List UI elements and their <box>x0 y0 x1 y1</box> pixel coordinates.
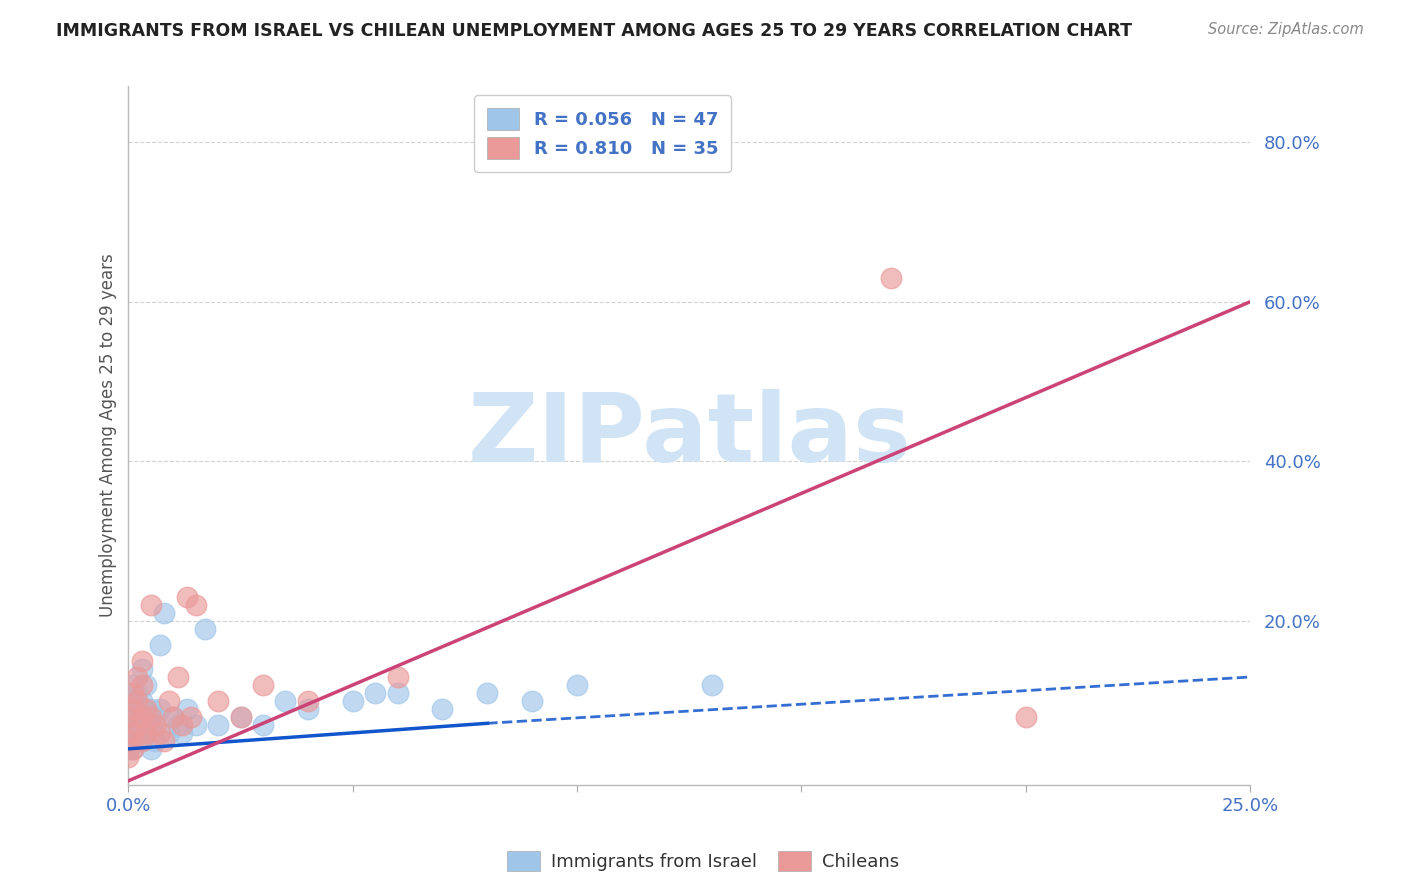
Point <box>131 710 153 724</box>
Text: Source: ZipAtlas.com: Source: ZipAtlas.com <box>1208 22 1364 37</box>
Point <box>700 678 723 692</box>
Point <box>274 694 297 708</box>
Point <box>149 726 172 740</box>
Point <box>162 710 184 724</box>
Point <box>117 710 139 724</box>
Point <box>145 734 167 748</box>
Point <box>135 678 157 692</box>
Point <box>139 702 162 716</box>
Point <box>117 749 139 764</box>
Point <box>880 271 903 285</box>
Point <box>252 678 274 692</box>
Point <box>122 742 145 756</box>
Point <box>131 734 153 748</box>
Point <box>149 702 172 716</box>
Point <box>117 726 139 740</box>
Point <box>127 726 149 740</box>
Point <box>153 606 176 620</box>
Point <box>122 734 145 748</box>
Point <box>122 686 145 700</box>
Point <box>135 726 157 740</box>
Point <box>1014 710 1036 724</box>
Point <box>157 694 180 708</box>
Point <box>139 710 162 724</box>
Point <box>122 718 145 732</box>
Point <box>364 686 387 700</box>
Point <box>176 702 198 716</box>
Point <box>432 702 454 716</box>
Point <box>207 718 229 732</box>
Point <box>297 702 319 716</box>
Point <box>135 702 157 716</box>
Point <box>131 710 153 724</box>
Y-axis label: Unemployment Among Ages 25 to 29 years: Unemployment Among Ages 25 to 29 years <box>100 253 117 617</box>
Point <box>117 734 139 748</box>
Point <box>122 678 145 692</box>
Point <box>131 654 153 668</box>
Point <box>153 734 176 748</box>
Point <box>135 726 157 740</box>
Point <box>117 710 139 724</box>
Point <box>122 726 145 740</box>
Point <box>162 710 184 724</box>
Legend: R = 0.056   N = 47, R = 0.810   N = 35: R = 0.056 N = 47, R = 0.810 N = 35 <box>474 95 731 172</box>
Point <box>122 742 145 756</box>
Point <box>122 694 145 708</box>
Point <box>127 718 149 732</box>
Point <box>135 702 157 716</box>
Point <box>387 670 409 684</box>
Point <box>522 694 544 708</box>
Point <box>127 670 149 684</box>
Point <box>139 742 162 756</box>
Point <box>176 590 198 604</box>
Point <box>127 694 149 708</box>
Point <box>145 718 167 732</box>
Point <box>139 598 162 612</box>
Point <box>172 726 194 740</box>
Point <box>342 694 364 708</box>
Point <box>127 702 149 716</box>
Point <box>131 694 153 708</box>
Point <box>166 718 188 732</box>
Point <box>122 702 145 716</box>
Point <box>166 670 188 684</box>
Point <box>127 686 149 700</box>
Point <box>184 718 207 732</box>
Point <box>229 710 252 724</box>
Point <box>194 622 217 636</box>
Point <box>145 710 167 724</box>
Point <box>184 598 207 612</box>
Point <box>477 686 499 700</box>
Point <box>252 718 274 732</box>
Point <box>131 662 153 676</box>
Point <box>139 718 162 732</box>
Point <box>565 678 588 692</box>
Text: ZIPatlas: ZIPatlas <box>467 389 911 482</box>
Point <box>149 638 172 652</box>
Point <box>229 710 252 724</box>
Point <box>297 694 319 708</box>
Point <box>117 742 139 756</box>
Point <box>180 710 202 724</box>
Point <box>131 678 153 692</box>
Point <box>131 734 153 748</box>
Point <box>387 686 409 700</box>
Point <box>172 718 194 732</box>
Point <box>207 694 229 708</box>
Point <box>127 718 149 732</box>
Legend: Immigrants from Israel, Chileans: Immigrants from Israel, Chileans <box>501 844 905 879</box>
Text: IMMIGRANTS FROM ISRAEL VS CHILEAN UNEMPLOYMENT AMONG AGES 25 TO 29 YEARS CORRELA: IMMIGRANTS FROM ISRAEL VS CHILEAN UNEMPL… <box>56 22 1132 40</box>
Point <box>157 726 180 740</box>
